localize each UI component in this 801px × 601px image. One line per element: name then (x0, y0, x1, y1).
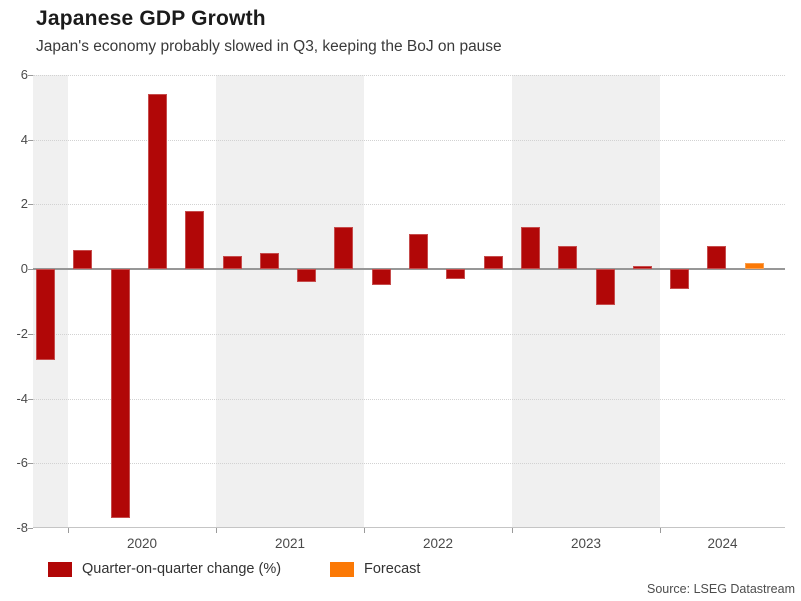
legend-item-forecast: Forecast (330, 561, 420, 577)
x-axis-tick (216, 528, 217, 533)
y-axis-label: -2 (16, 325, 28, 341)
legend-label-forecast: Forecast (364, 561, 421, 577)
bar-2019-Q4 (36, 269, 55, 360)
x-axis-tick (660, 528, 661, 533)
bar-2024-Q1 (670, 269, 690, 289)
y-axis-tick (28, 75, 33, 76)
legend-item-qoq: Quarter-on-quarter change (%) (48, 561, 281, 577)
y-axis-label: 2 (20, 196, 28, 212)
bar-2023-Q1 (520, 227, 540, 270)
y-axis-tick (28, 398, 33, 400)
chart-subtitle: Japan's economy probably slowed in Q3, k… (36, 38, 502, 55)
x-axis-tick (512, 528, 513, 533)
legend-swatch-forecast (330, 561, 354, 577)
y-axis-label: -8 (16, 520, 28, 535)
bar-2021-Q1 (222, 256, 242, 270)
x-axis-line (33, 527, 785, 528)
y-axis-label: -6 (16, 455, 28, 471)
gridline (33, 75, 785, 76)
year-band (512, 75, 660, 528)
legend-swatch-qoq (48, 561, 72, 577)
x-axis-year-label: 2020 (126, 536, 158, 551)
y-axis-label: 6 (20, 67, 28, 82)
bar-2022-Q3 (446, 269, 466, 279)
bar-2020-Q1 (73, 249, 93, 270)
plot-area (33, 75, 785, 528)
y-axis-tick (28, 204, 33, 206)
bar-2021-Q2 (259, 252, 279, 270)
bar-2020-Q2 (110, 269, 130, 519)
x-axis-year-label: 2022 (422, 536, 454, 551)
y-axis-tick (28, 463, 33, 465)
year-band (216, 75, 364, 528)
bar-2023-Q4 (632, 265, 652, 270)
bar-2023-Q3 (595, 269, 615, 305)
y-axis-tick (28, 139, 33, 141)
bar-2024-Q2 (707, 246, 727, 270)
x-axis-tick (68, 528, 69, 533)
gridline (33, 333, 785, 335)
bar-2022-Q4 (483, 256, 503, 270)
bar-2020-Q4 (185, 210, 205, 270)
gridline (33, 204, 785, 206)
source-note: Source: LSEG Datastream (647, 582, 795, 596)
bar-2020-Q3 (147, 94, 167, 270)
bar-2021-Q4 (334, 227, 354, 270)
bar-2022-Q2 (409, 233, 428, 270)
y-axis-label: -4 (16, 390, 28, 406)
chart-title: Japanese GDP Growth (36, 7, 266, 30)
x-axis-year-label: 2024 (707, 536, 738, 551)
legend-label-qoq: Quarter-on-quarter change (%) (82, 561, 282, 577)
x-axis-year-label: 2021 (274, 536, 306, 551)
bar-2024-Q3 (744, 262, 764, 270)
y-axis-label: 0 (20, 261, 28, 277)
bar-2022-Q1 (371, 269, 391, 286)
gridline (33, 139, 785, 141)
y-axis-label: 4 (20, 131, 28, 147)
y-axis-tick (28, 333, 33, 335)
gridline (33, 463, 785, 465)
x-axis-year-label: 2023 (570, 536, 602, 551)
y-axis-tick (28, 269, 33, 271)
bar-2023-Q2 (558, 246, 578, 270)
gridline (33, 398, 785, 400)
y-axis-tick (28, 528, 33, 529)
x-axis-tick (364, 528, 365, 533)
bar-2021-Q3 (297, 269, 317, 283)
zero-line (33, 268, 785, 271)
